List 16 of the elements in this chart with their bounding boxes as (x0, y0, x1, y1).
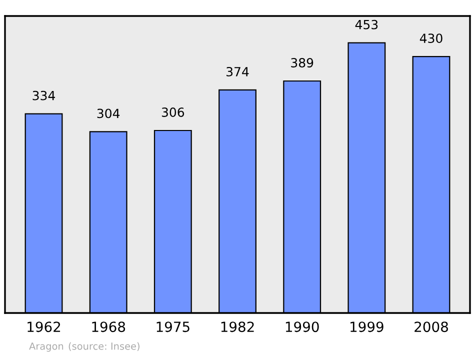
x-tick-label: 1999 (350, 322, 384, 332)
x-tick-label: 1982 (221, 322, 254, 332)
x-tick-label: 1990 (286, 322, 319, 332)
text: (source: Insee) (68, 342, 140, 351)
data-label: 304 (97, 108, 120, 118)
data-label: 453 (355, 20, 378, 30)
data-label: 334 (32, 90, 55, 100)
data-label: 389 (291, 58, 314, 68)
data-label: 430 (420, 34, 442, 44)
x-tick-label: 2008 (414, 322, 448, 332)
x-tick-label: 1968 (92, 322, 126, 332)
data-label: 306 (162, 108, 184, 117)
data-label: 374 (226, 66, 249, 76)
x-tick-label: 1975 (156, 322, 190, 332)
text: Aragon (29, 342, 64, 352)
x-tick-label: 1962 (28, 322, 60, 332)
